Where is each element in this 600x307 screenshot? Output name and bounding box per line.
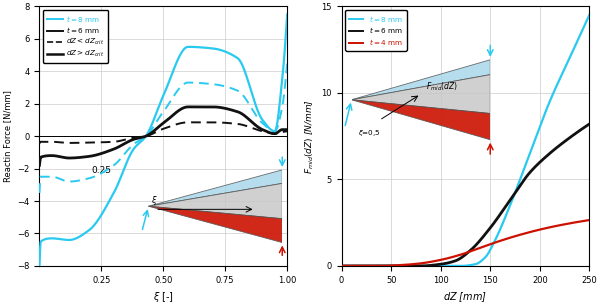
Text: 0.25: 0.25 [91,166,112,175]
Legend: $t = 8\ \mathrm{mm}$, $t = 6\ \mathrm{mm}$, $dZ < dZ_{crit}$, $dZ > dZ_{crit}$: $t = 8\ \mathrm{mm}$, $t = 6\ \mathrm{mm… [43,10,108,63]
X-axis label: $dZ$ [mm]: $dZ$ [mm] [443,290,488,304]
Legend: $t = 8\ \mathrm{mm}$, $t = 6\ \mathrm{mm}$, $t = 4\ \mathrm{mm}$: $t = 8\ \mathrm{mm}$, $t = 6\ \mathrm{mm… [345,10,407,51]
Y-axis label: $F_{mid}(dZ)$ [N/mm]: $F_{mid}(dZ)$ [N/mm] [304,99,316,173]
Y-axis label: Reactin Force [N/mm]: Reactin Force [N/mm] [3,90,12,182]
X-axis label: $\xi$ [-]: $\xi$ [-] [153,290,174,304]
